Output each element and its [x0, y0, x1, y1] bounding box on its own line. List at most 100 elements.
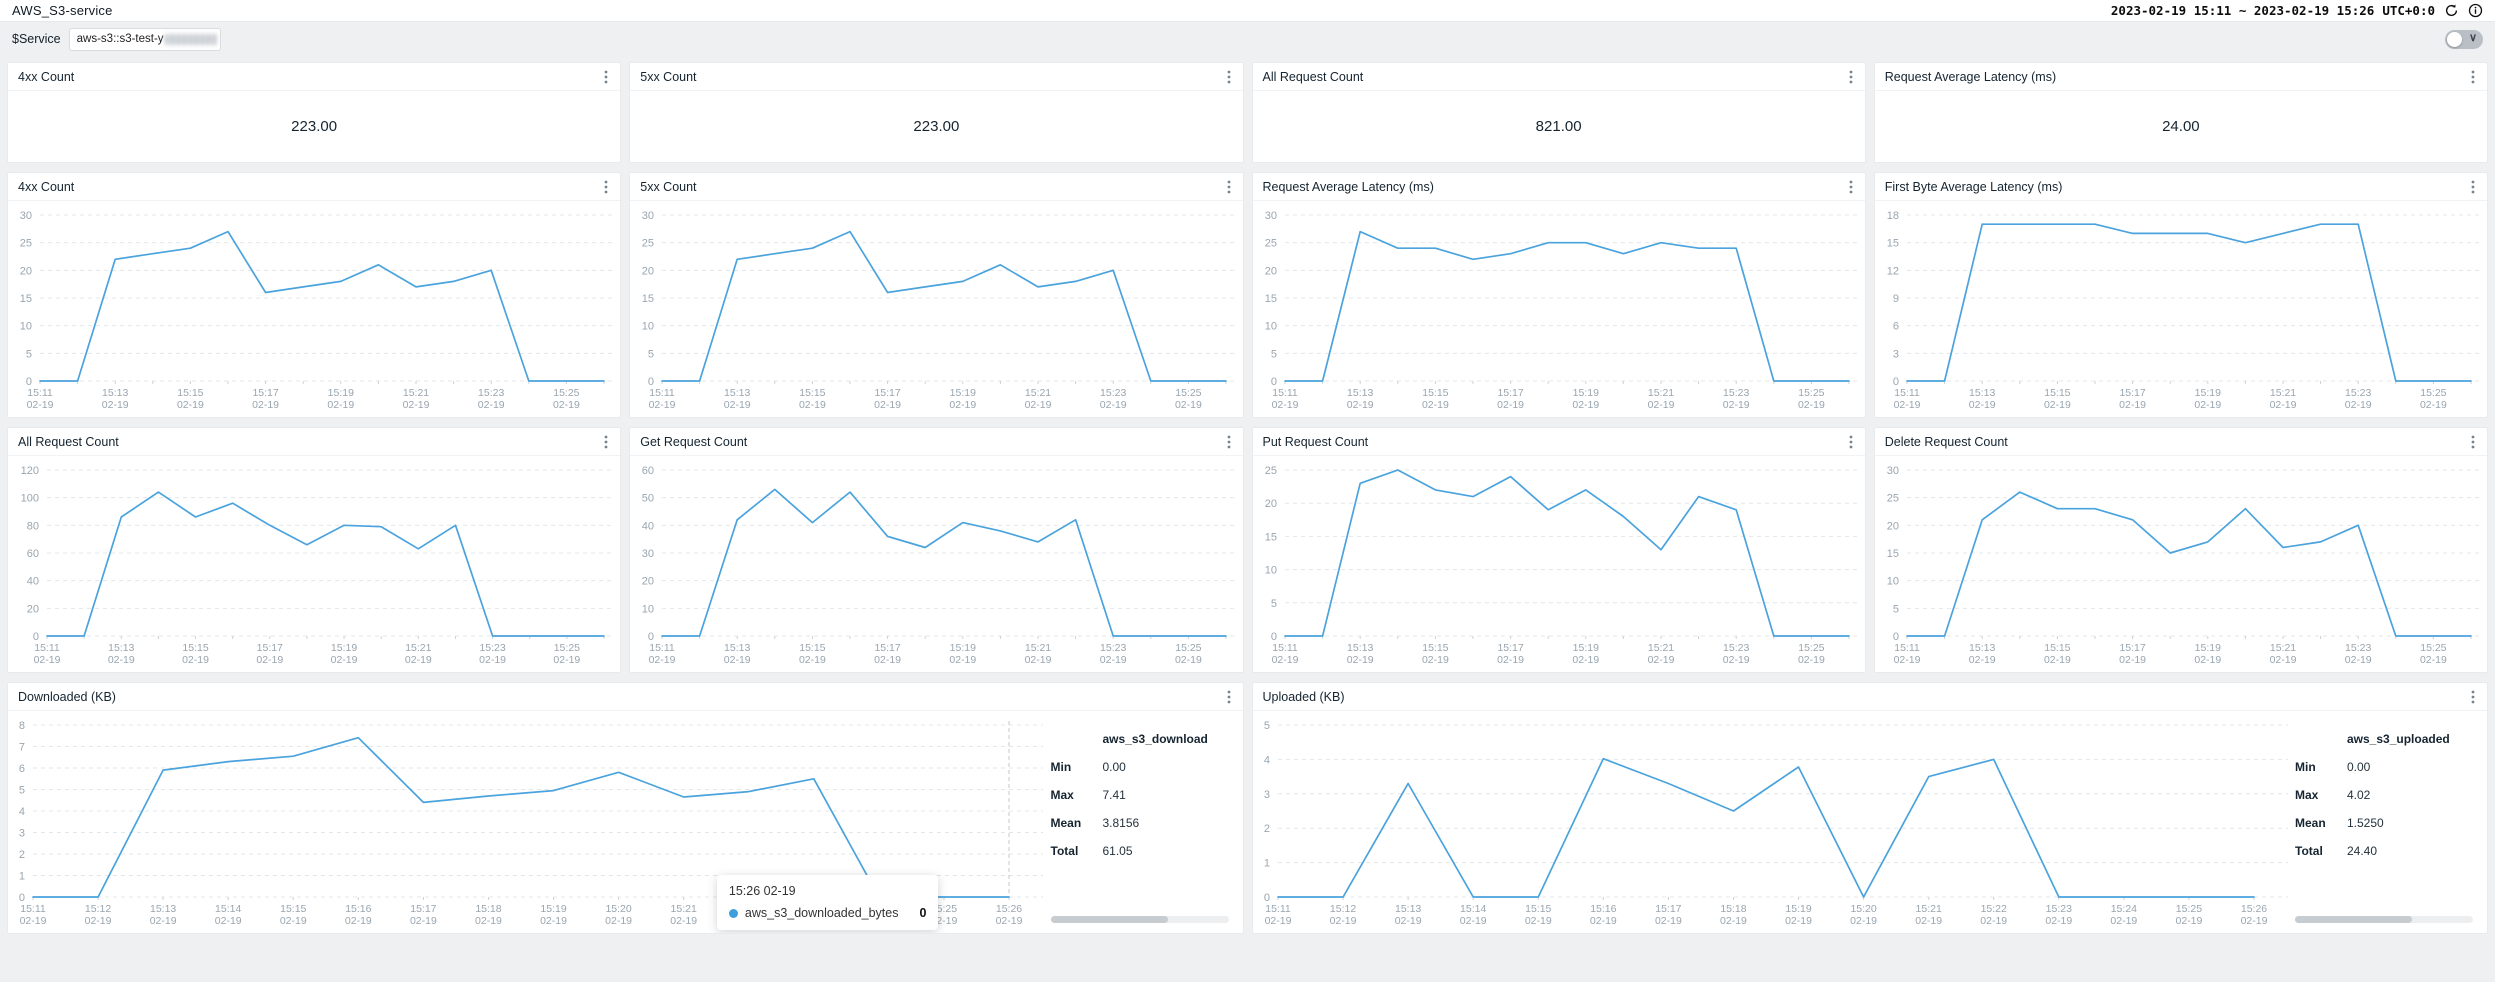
horizontal-scrollbar[interactable]	[1050, 916, 1229, 923]
svg-text:02-19: 02-19	[410, 915, 437, 927]
svg-text:15:17: 15:17	[2119, 387, 2145, 399]
svg-text:25: 25	[1887, 493, 1899, 505]
kebab-menu-icon[interactable]	[1847, 177, 1855, 197]
horizontal-scrollbar[interactable]	[2295, 916, 2473, 923]
svg-text:02-19: 02-19	[177, 399, 204, 411]
kebab-menu-icon[interactable]	[1847, 67, 1855, 87]
panel-header: 4xx Count	[8, 63, 621, 91]
legend-stat-row: Mean 3.8156	[1051, 809, 1208, 837]
timezone-label[interactable]: UTC+0:0	[2382, 3, 2435, 18]
svg-text:10: 10	[642, 603, 654, 615]
kebab-menu-icon[interactable]	[1847, 432, 1855, 452]
svg-text:15:15: 15:15	[182, 642, 208, 654]
panel-body: 0 1 2 3 4 5 15:11 02-19 15:12 02-19 15:13 02-19 15:1…	[1253, 711, 2488, 933]
svg-text:02-19: 02-19	[1720, 915, 1747, 927]
svg-text:02-19: 02-19	[996, 915, 1023, 927]
kebab-menu-icon[interactable]	[2469, 67, 2477, 87]
svg-text:02-19: 02-19	[215, 915, 242, 927]
svg-text:15:11: 15:11	[650, 387, 676, 399]
svg-text:5: 5	[1263, 720, 1269, 732]
line-chart-first-byte-average-latency-ms[interactable]: 036912151815:1102-1915:1302-1915:1502-19…	[1875, 201, 2487, 417]
line-chart-all-request-count[interactable]: 02040608010012015:1102-1915:1302-1915:15…	[8, 456, 620, 672]
panel-all-request-count: All Request Count 821.00	[1251, 62, 1866, 163]
svg-text:02-19: 02-19	[649, 654, 676, 666]
line-chart-put-request-count[interactable]: 051015202515:1102-1915:1302-1915:1502-19…	[1253, 456, 1865, 672]
svg-text:02-19: 02-19	[1850, 915, 1877, 927]
scrollbar-thumb[interactable]	[2295, 916, 2413, 923]
dashboard-body: 4xx Count 223.00 5xx Count 223.00 All Reques…	[0, 56, 2495, 934]
svg-text:02-19: 02-19	[1647, 399, 1674, 411]
time-range[interactable]: 2023-02-19 15:11 ~ 2023-02-19 15:26	[2110, 3, 2375, 18]
svg-text:15:19: 15:19	[950, 642, 976, 654]
service-select-input[interactable]: aws-s3::s3-test-y	[68, 27, 221, 51]
stat-label: Max	[1050, 788, 1074, 802]
svg-text:02-19: 02-19	[1893, 399, 1920, 411]
svg-text:02-19: 02-19	[1797, 399, 1824, 411]
panel-title: Request Average Latency (ms)	[1262, 179, 1434, 194]
panel-delete-request-count: Delete Request Count 0 5 10 15 20 25 30 15:11 02-…	[1873, 427, 2488, 673]
panel-title: Get Request Count	[640, 434, 748, 449]
kebab-menu-icon[interactable]	[602, 432, 610, 452]
svg-text:0: 0	[648, 376, 654, 388]
svg-text:3: 3	[1893, 348, 1899, 360]
line-chart-uploaded-kb[interactable]: 01234515:1102-1915:1202-1915:1302-1915:1…	[1253, 711, 2296, 933]
service-select-value: aws-s3::s3-test-y	[76, 33, 164, 45]
line-chart-delete-request-count[interactable]: 05101520253015:1102-1915:1302-1915:1502-…	[1875, 456, 2487, 672]
svg-text:30: 30	[642, 548, 654, 560]
info-icon[interactable]	[2467, 3, 2483, 19]
panel-body: 0 10 20 30 40 50 60 15:11 02-19 15:13 02-19 15:15 02…	[630, 456, 1242, 672]
svg-text:5: 5	[648, 348, 654, 360]
svg-text:02-19: 02-19	[1271, 654, 1298, 666]
svg-text:02-19: 02-19	[1264, 915, 1291, 927]
svg-text:1: 1	[1263, 858, 1269, 870]
kebab-menu-icon[interactable]	[2469, 177, 2477, 197]
line-chart-request-average-latency-ms[interactable]: 05101520253015:1102-1915:1302-1915:1502-…	[1253, 201, 1865, 417]
panel-body: 0 5 10 15 20 25 30 15:11 02-19 15:13 02-19 15:15 02-…	[1875, 456, 2487, 672]
svg-text:02-19: 02-19	[2194, 654, 2221, 666]
svg-text:15:15: 15:15	[800, 642, 826, 654]
kebab-menu-icon[interactable]	[602, 177, 610, 197]
line-chart-4xx-count[interactable]: 05101520253015:1102-1915:1302-1915:1502-…	[8, 201, 620, 417]
panel-uploaded-kb: Uploaded (KB) 0 1 2 3 4 5 15:11 02-19 15:12 02-19 1…	[1251, 682, 2488, 934]
stat-value: 24.00	[2162, 118, 2200, 135]
refresh-icon[interactable]	[2443, 3, 2459, 19]
stat-value: 4.02	[2347, 788, 2371, 802]
svg-text:02-19: 02-19	[182, 654, 209, 666]
svg-text:02-19: 02-19	[345, 915, 372, 927]
panel-body: 0 3 6 9 12 15 18 15:11 02-19 15:13 02-19 15:15 02-19…	[1875, 201, 2487, 417]
svg-text:60: 60	[27, 548, 39, 560]
svg-text:15:26: 15:26	[2240, 903, 2266, 915]
line-chart-5xx-count[interactable]: 05101520253015:1102-1915:1302-1915:1502-…	[630, 201, 1242, 417]
svg-text:15: 15	[1887, 548, 1899, 560]
svg-text:15:12: 15:12	[1329, 903, 1355, 915]
svg-text:15:11: 15:11	[27, 387, 53, 399]
kebab-menu-icon[interactable]	[1225, 177, 1233, 197]
svg-text:02-19: 02-19	[405, 654, 432, 666]
svg-text:02-19: 02-19	[27, 399, 54, 411]
svg-text:18: 18	[1887, 210, 1899, 222]
svg-text:15: 15	[1264, 293, 1276, 305]
scrollbar-thumb[interactable]	[1050, 916, 1168, 923]
series-name: aws_s3_uploaded	[2347, 732, 2450, 746]
kebab-menu-icon[interactable]	[2469, 687, 2477, 707]
panel-title: Uploaded (KB)	[1262, 689, 1345, 704]
kebab-menu-icon[interactable]	[1225, 687, 1233, 707]
kebab-menu-icon[interactable]	[602, 67, 610, 87]
svg-text:15:16: 15:16	[1590, 903, 1616, 915]
svg-text:02-19: 02-19	[950, 399, 977, 411]
kebab-menu-icon[interactable]	[1225, 432, 1233, 452]
kebab-menu-icon[interactable]	[1225, 67, 1233, 87]
svg-text:15:23: 15:23	[1100, 387, 1126, 399]
panel-title: All Request Count	[1262, 69, 1364, 84]
svg-text:02-19: 02-19	[1421, 399, 1448, 411]
svg-text:20: 20	[642, 265, 654, 277]
svg-text:02-19: 02-19	[2044, 399, 2071, 411]
kebab-menu-icon[interactable]	[2469, 432, 2477, 452]
svg-text:02-19: 02-19	[1572, 399, 1599, 411]
panel-header: Delete Request Count	[1874, 428, 2487, 456]
stat-body: 821.00	[1253, 91, 1865, 162]
line-chart-get-request-count[interactable]: 010203040506015:1102-1915:1302-1915:1502…	[630, 456, 1242, 672]
svg-text:15:21: 15:21	[1647, 387, 1673, 399]
svg-text:15:25: 15:25	[1798, 642, 1824, 654]
view-toggle[interactable]: ∨	[2445, 29, 2483, 49]
